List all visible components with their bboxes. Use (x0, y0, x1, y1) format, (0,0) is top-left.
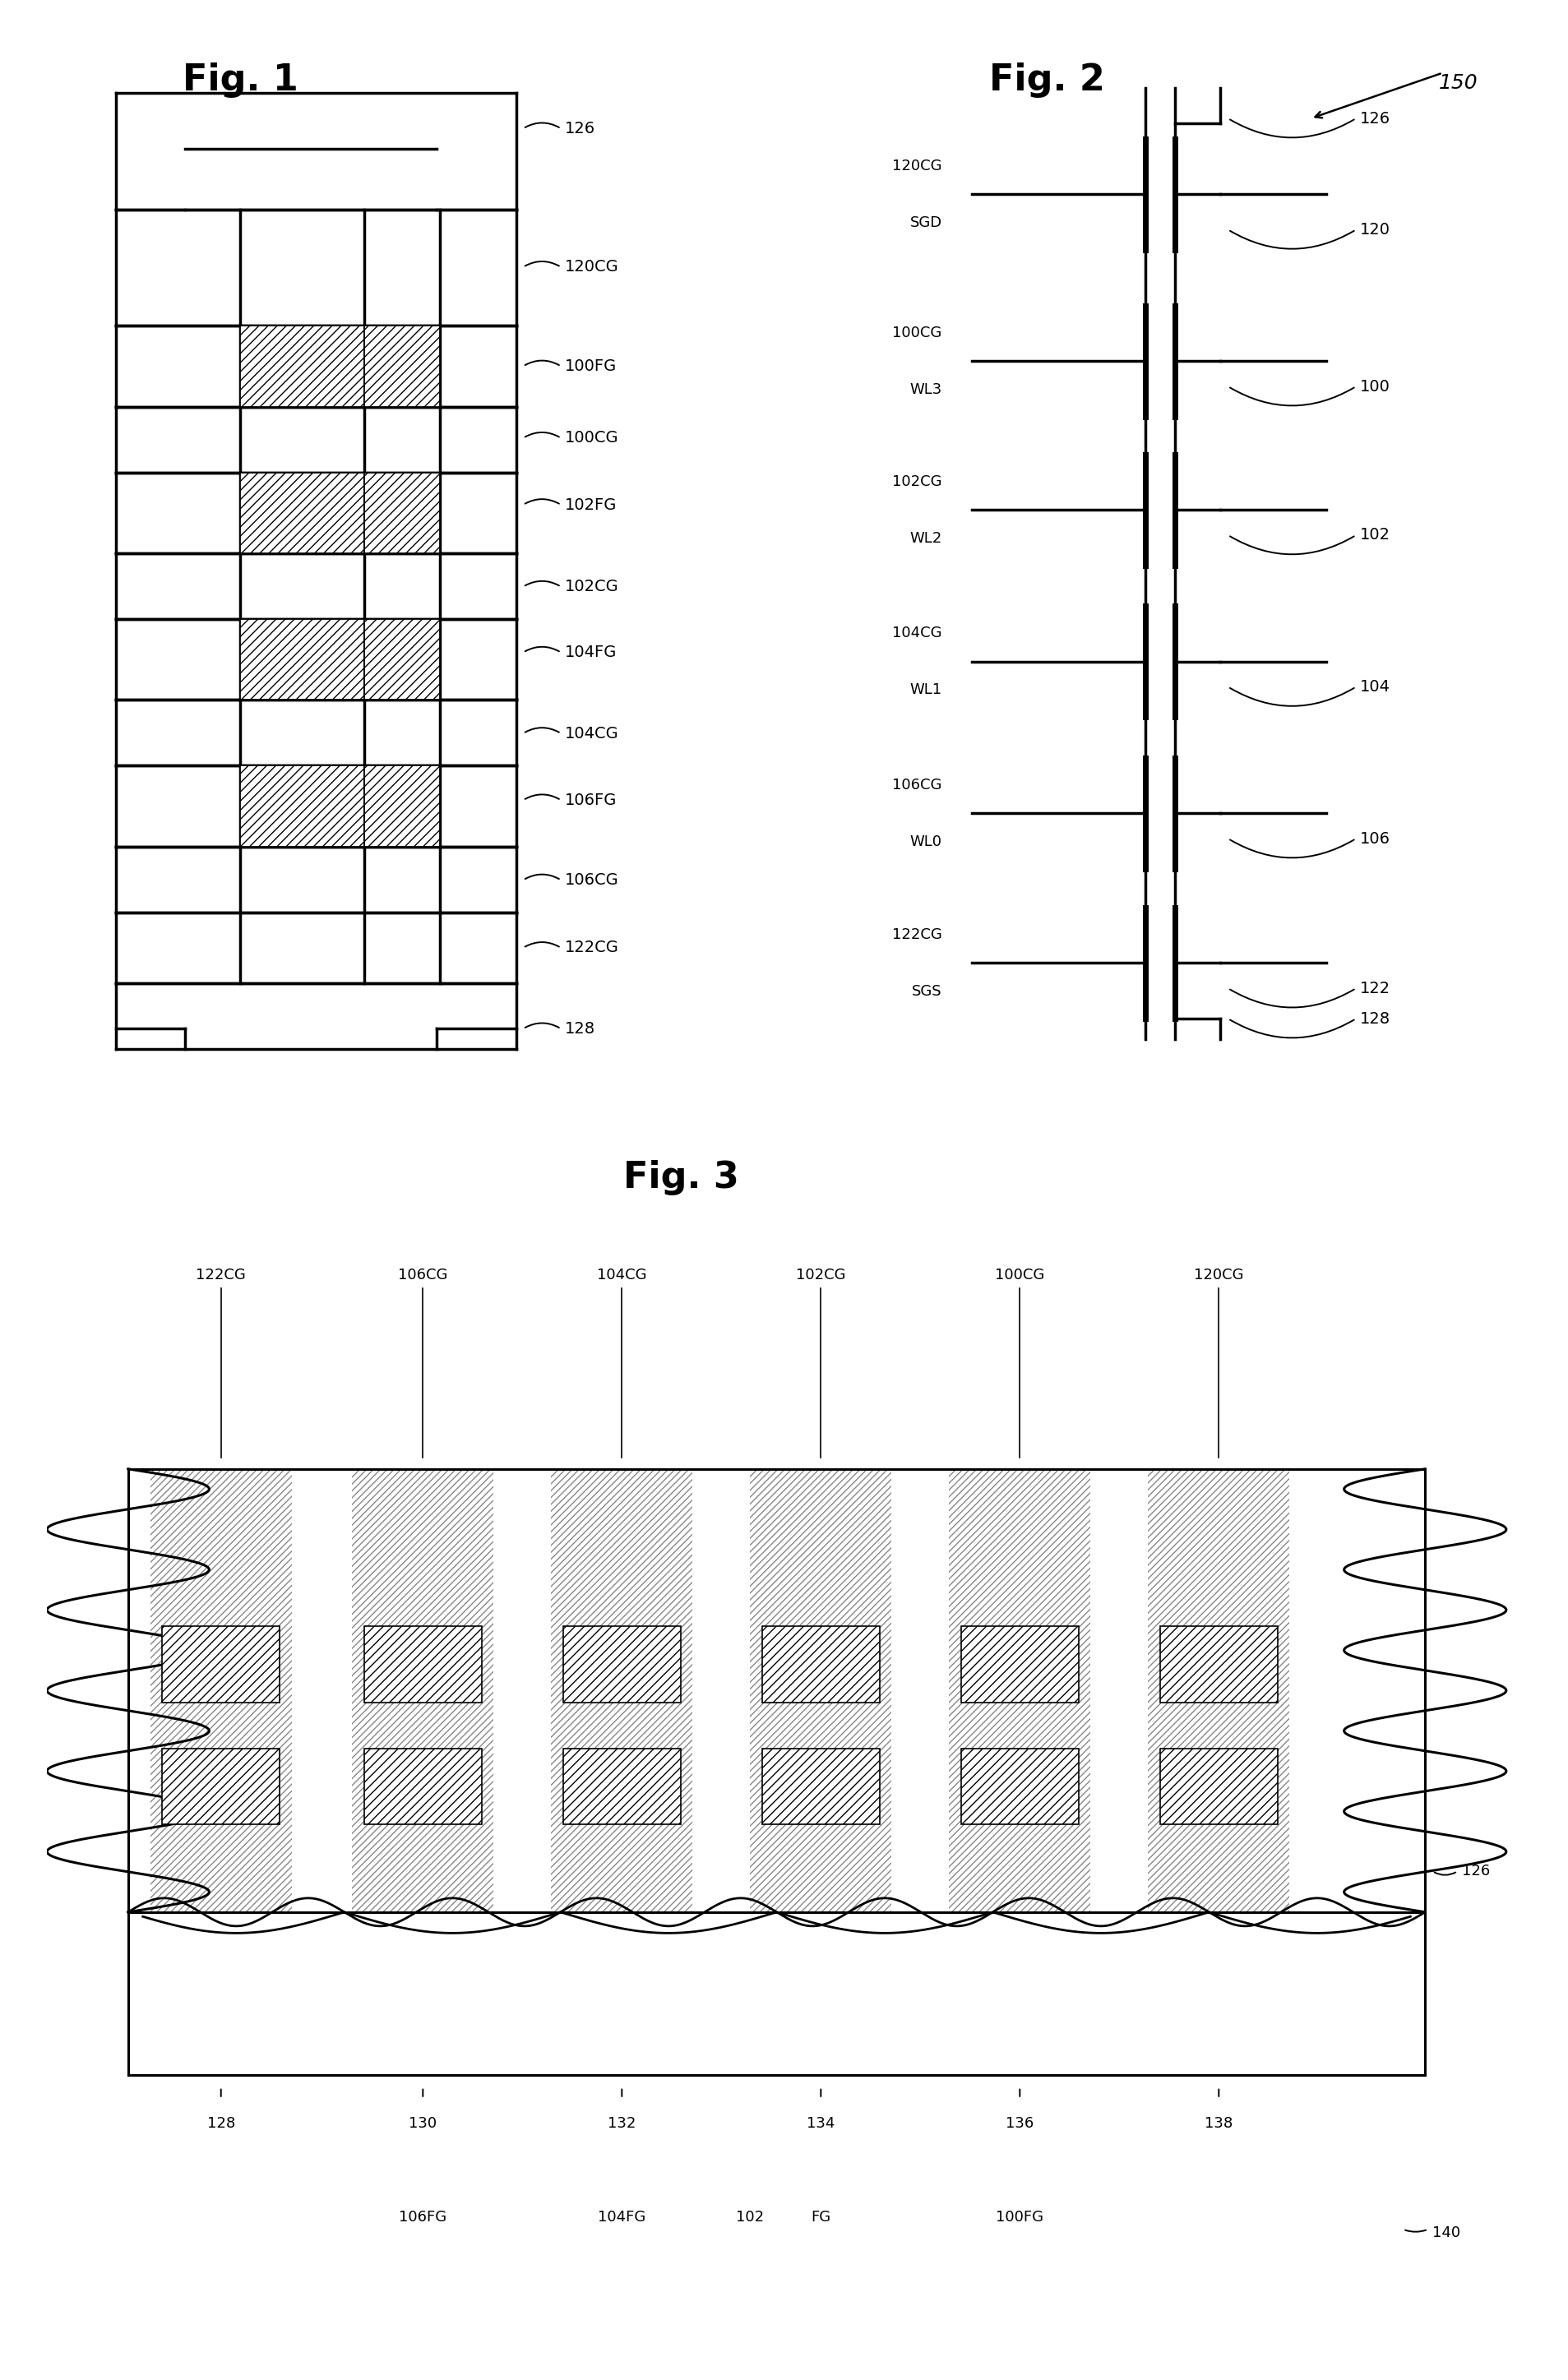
Bar (1160, 1626, 1278, 1702)
Bar (961, 1626, 1079, 1702)
Text: 102CG: 102CG (797, 1269, 845, 1283)
Bar (240, 766, 364, 847)
Text: 126: 126 (1359, 109, 1391, 126)
Text: 136: 136 (1005, 2116, 1033, 2130)
Bar (364, 474, 441, 555)
Bar (240, 474, 364, 555)
Bar (364, 1626, 481, 1702)
Text: SGD: SGD (909, 214, 942, 231)
Text: 102: 102 (1359, 528, 1391, 543)
Bar (162, 1749, 281, 1825)
Text: WL1: WL1 (909, 683, 942, 697)
Text: 100CG: 100CG (892, 326, 942, 340)
Bar (563, 1749, 681, 1825)
Bar (129, 1468, 151, 1911)
Bar (961, 1749, 1079, 1825)
Text: WL0: WL0 (909, 835, 942, 850)
Text: 106CG: 106CG (892, 778, 942, 793)
Bar (762, 1749, 880, 1825)
Bar (563, 1626, 681, 1702)
Text: 122: 122 (1359, 981, 1391, 997)
Text: WL2: WL2 (909, 531, 942, 545)
Text: 102CG: 102CG (892, 474, 942, 488)
Text: 100: 100 (1359, 378, 1391, 395)
Text: Fig. 1: Fig. 1 (182, 62, 298, 98)
Text: 106CG: 106CG (398, 1269, 448, 1283)
Text: 120CG: 120CG (564, 259, 618, 276)
Text: 104: 104 (1359, 678, 1391, 695)
Text: 120CG: 120CG (892, 159, 942, 174)
Text: 104CG: 104CG (892, 626, 942, 640)
Text: 104FG: 104FG (564, 645, 616, 659)
Text: SGS: SGS (913, 983, 942, 1000)
Text: 126: 126 (1461, 1864, 1490, 1878)
Text: 122CG: 122CG (892, 928, 942, 942)
Text: 102: 102 (735, 2209, 764, 2225)
Bar (364, 619, 441, 700)
Text: 128: 128 (1359, 1012, 1391, 1026)
Text: 104CG: 104CG (564, 726, 618, 740)
Bar (494, 1468, 550, 1911)
Text: 130: 130 (409, 2116, 437, 2130)
Text: 106FG: 106FG (564, 793, 616, 807)
Bar (1289, 1468, 1425, 1911)
Bar (129, 1468, 1425, 1911)
Text: 100FG: 100FG (996, 2209, 1044, 2225)
Text: 104CG: 104CG (597, 1269, 646, 1283)
Text: 102CG: 102CG (564, 578, 618, 595)
Text: 100CG: 100CG (996, 1269, 1044, 1283)
Text: FG: FG (811, 2209, 831, 2225)
Text: 106: 106 (1359, 831, 1391, 847)
Text: 128: 128 (207, 2116, 235, 2130)
Text: 128: 128 (564, 1021, 594, 1038)
Bar (762, 1626, 880, 1702)
Text: 150: 150 (1439, 74, 1479, 93)
Bar (1091, 1468, 1148, 1911)
Text: 122CG: 122CG (564, 940, 619, 957)
Text: 102FG: 102FG (564, 497, 616, 512)
Bar (292, 1468, 353, 1911)
Text: Fig. 2: Fig. 2 (989, 62, 1105, 98)
Text: 126: 126 (564, 121, 594, 136)
Text: 120CG: 120CG (1193, 1269, 1243, 1283)
Text: 140: 140 (1433, 2225, 1460, 2240)
Bar (240, 326, 364, 407)
Text: 122CG: 122CG (196, 1269, 246, 1283)
Text: 104FG: 104FG (597, 2209, 646, 2225)
Bar (892, 1468, 949, 1911)
Text: 100CG: 100CG (564, 431, 618, 445)
Text: Fig. 3: Fig. 3 (622, 1159, 739, 1195)
Bar (364, 1749, 481, 1825)
Text: 138: 138 (1204, 2116, 1232, 2130)
Bar (364, 326, 441, 407)
Text: 134: 134 (806, 2116, 836, 2130)
Text: 106FG: 106FG (398, 2209, 447, 2225)
Bar (364, 766, 441, 847)
Bar (693, 1468, 750, 1911)
Text: 100FG: 100FG (564, 359, 616, 374)
Bar (240, 619, 364, 700)
Bar (162, 1626, 281, 1702)
Text: 106CG: 106CG (564, 871, 618, 888)
Bar (1160, 1749, 1278, 1825)
Text: 120: 120 (1359, 221, 1391, 238)
Text: 132: 132 (608, 2116, 637, 2130)
Text: WL3: WL3 (909, 383, 942, 397)
